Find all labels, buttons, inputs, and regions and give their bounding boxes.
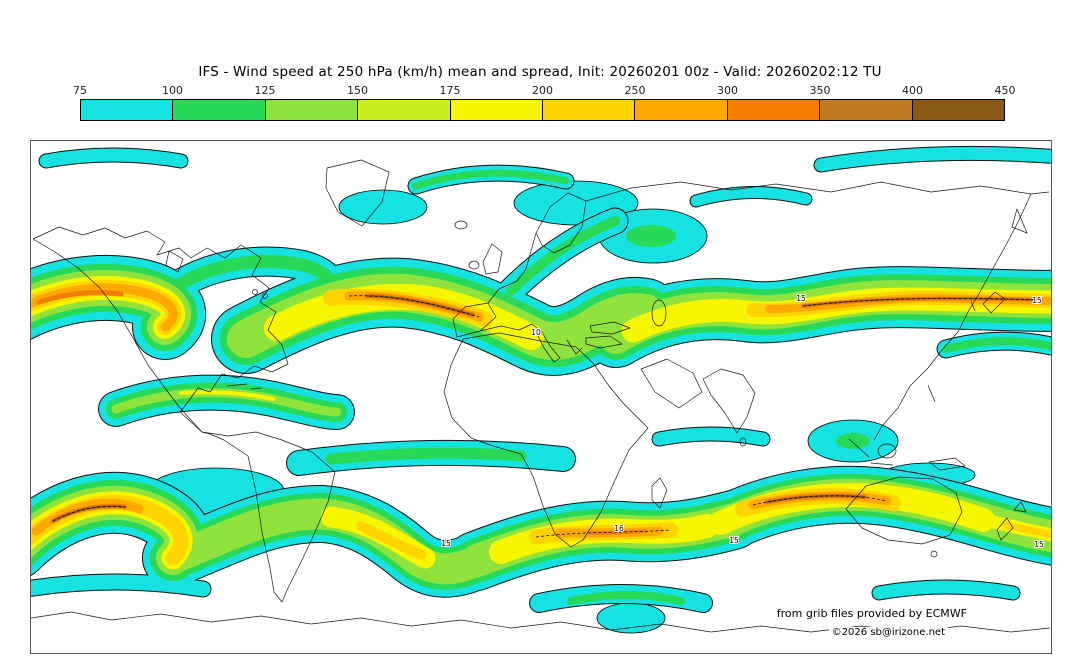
contour-label: 10 xyxy=(531,328,541,337)
colorbar-tick: 125 xyxy=(254,84,276,97)
colorbar-tick: 150 xyxy=(347,84,368,97)
colorbar-tick: 75 xyxy=(73,84,87,97)
colorbar-tick: 175 xyxy=(439,84,461,97)
colorbar-tick: 400 xyxy=(902,84,923,97)
colorbar-segment xyxy=(543,100,636,120)
contour-label: 15 xyxy=(1034,540,1044,549)
colorbar-legend: 75 100 125 150 175 200 250 300 350 400 450 xyxy=(73,84,1016,126)
colorbar-tick: 300 xyxy=(717,84,738,97)
copyright-credit: ©2026 sb@irizone.net xyxy=(828,627,948,638)
contour-label: 15 xyxy=(441,539,451,548)
colorbar xyxy=(80,99,1005,121)
page-title: IFS - Wind speed at 250 hPa (km/h) mean … xyxy=(198,64,882,80)
colorbar-tick: 200 xyxy=(532,84,553,97)
contour-labels: 15 15 10 16 15 15 15 xyxy=(440,293,1045,550)
colorbar-tick: 450 xyxy=(994,84,1016,97)
world-map: 15 15 10 16 15 15 15 xyxy=(30,141,1051,634)
data-source-credit: from grib files provided by ECMWF xyxy=(773,607,970,620)
colorbar-segment xyxy=(820,100,913,120)
colorbar-ticks: 75 100 125 150 175 200 250 300 350 400 450 xyxy=(73,84,1016,97)
colorbar-tick: 350 xyxy=(809,84,831,97)
colorbar-tick: 100 xyxy=(162,84,183,97)
colorbar-segment xyxy=(81,100,174,120)
contour-label: 15 xyxy=(1032,296,1042,305)
colorbar-segment xyxy=(265,100,359,120)
contour-label: 15 xyxy=(796,294,806,303)
colorbar-segment xyxy=(727,100,821,120)
contour-label: 16 xyxy=(614,524,624,533)
colorbar-segment xyxy=(635,100,728,120)
colorbar-segment xyxy=(173,100,266,120)
contour-label: 15 xyxy=(729,536,739,545)
colorbar-tick: 250 xyxy=(624,84,646,97)
colorbar-segment xyxy=(912,100,1005,120)
colorbar-segment xyxy=(450,100,544,120)
map-area: 15 15 10 16 15 15 15 xyxy=(30,140,1052,654)
colorbar-segment xyxy=(358,100,451,120)
coastlines xyxy=(30,159,1051,633)
